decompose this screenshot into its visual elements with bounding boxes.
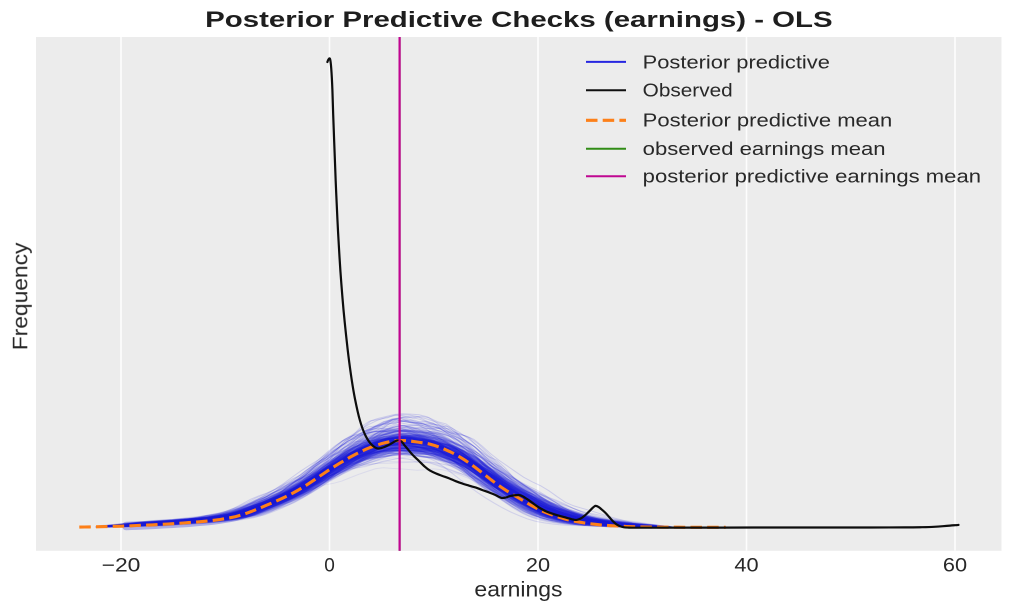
svg-text:posterior predictive earnings: posterior predictive earnings mean [643, 166, 981, 187]
svg-text:Posterior predictive mean: Posterior predictive mean [643, 110, 893, 131]
svg-text:40: 40 [734, 556, 758, 577]
svg-text:earnings: earnings [474, 578, 562, 601]
svg-text:0: 0 [324, 556, 335, 577]
svg-text:observed earnings mean: observed earnings mean [643, 138, 886, 159]
svg-text:−20: −20 [102, 556, 141, 577]
svg-text:20: 20 [526, 556, 550, 577]
svg-text:60: 60 [943, 556, 967, 577]
svg-text:Observed: Observed [643, 80, 733, 101]
svg-text:Posterior predictive: Posterior predictive [643, 51, 830, 72]
svg-text:Frequency: Frequency [10, 242, 33, 350]
svg-text:Posterior Predictive Checks (e: Posterior Predictive Checks (earnings) -… [205, 7, 833, 32]
